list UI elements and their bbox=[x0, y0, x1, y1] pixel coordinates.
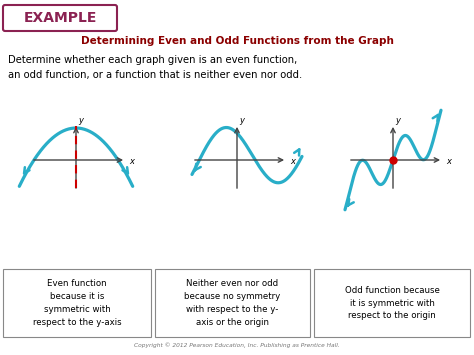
Text: Copyright © 2012 Pearson Education, Inc. Publishing as Prentice Hall.: Copyright © 2012 Pearson Education, Inc.… bbox=[134, 342, 340, 348]
Text: y: y bbox=[78, 116, 83, 125]
FancyBboxPatch shape bbox=[155, 269, 310, 337]
Text: Odd function because
it is symmetric with
respect to the origin: Odd function because it is symmetric wit… bbox=[345, 286, 439, 320]
Text: Determine whether each graph given is an even function,
an odd function, or a fu: Determine whether each graph given is an… bbox=[8, 55, 302, 80]
Text: Even function
because it is
symmetric with
respect to the y-axis: Even function because it is symmetric wi… bbox=[33, 279, 121, 327]
FancyBboxPatch shape bbox=[314, 269, 470, 337]
FancyBboxPatch shape bbox=[3, 269, 151, 337]
Text: x: x bbox=[290, 157, 295, 166]
Text: Neither even nor odd
because no symmetry
with respect to the y-
axis or the orig: Neither even nor odd because no symmetry… bbox=[184, 279, 281, 327]
Text: y: y bbox=[239, 116, 244, 125]
Text: x: x bbox=[129, 157, 134, 166]
FancyBboxPatch shape bbox=[3, 5, 117, 31]
Text: EXAMPLE: EXAMPLE bbox=[23, 11, 97, 25]
Text: y: y bbox=[395, 116, 400, 125]
Text: x: x bbox=[446, 157, 451, 166]
Text: Determining Even and Odd Functions from the Graph: Determining Even and Odd Functions from … bbox=[81, 36, 393, 46]
